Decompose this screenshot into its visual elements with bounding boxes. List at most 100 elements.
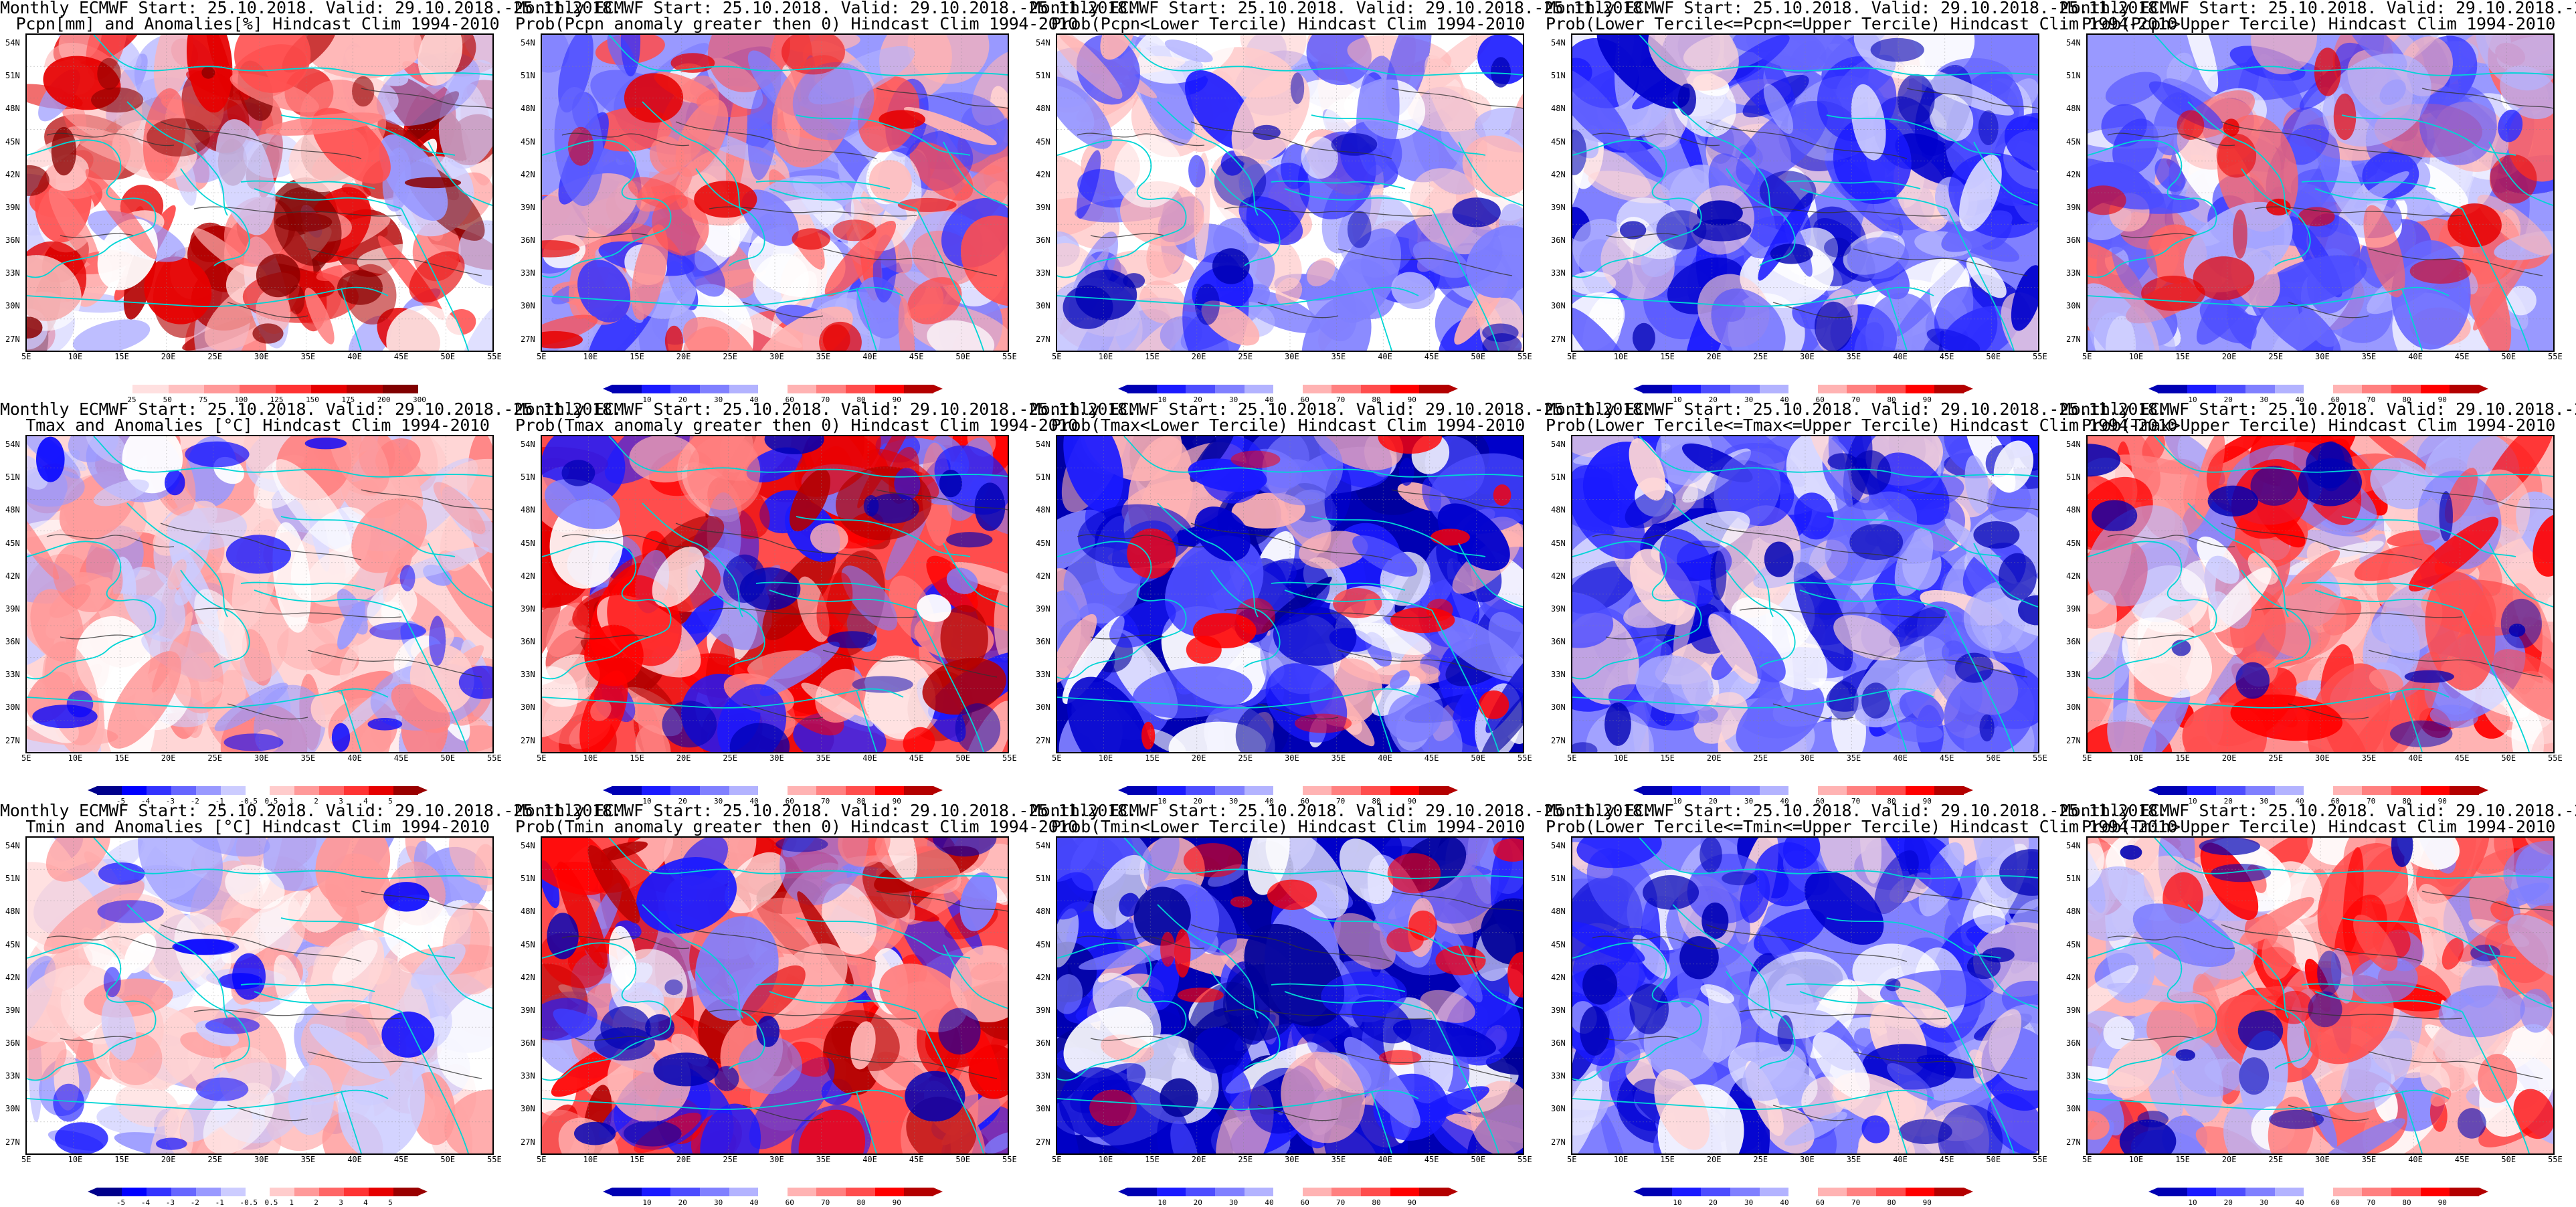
colorbar-swatch <box>1701 1188 1731 1196</box>
colorbar-label: 100 <box>234 395 248 404</box>
lon-tick-label: 55E <box>2033 352 2047 361</box>
lon-tick-label: 5E <box>1052 753 1062 763</box>
colorbar-swatch <box>1156 385 1187 393</box>
colorbar-right-arrow <box>2479 1188 2488 1196</box>
lon-tick-label: 15E <box>1660 352 1675 361</box>
colorbar-swatch <box>1671 385 1702 393</box>
colorbar-label: 30 <box>1744 1198 1754 1207</box>
lat-tick-label: 36N <box>2066 236 2081 245</box>
panel-title: Monthly ECMWF Start: 25.10.2018. Valid: … <box>0 0 622 32</box>
colorbar-label: 80 <box>1887 395 1896 404</box>
panel-title: Monthly ECMWF Start: 25.10.2018. Valid: … <box>2061 401 2576 434</box>
lon-tick-label: 20E <box>1191 1155 1206 1164</box>
lon-tick-label: 25E <box>723 352 738 361</box>
colorbar-label: 175 <box>341 395 355 404</box>
lat-tick-label: 39N <box>2066 1005 2081 1015</box>
map-field <box>1572 436 2038 752</box>
colorbar-swatch <box>816 786 847 795</box>
lon-tick-label: 5E <box>1052 1155 1062 1164</box>
colorbar <box>1643 1188 1964 1196</box>
colorbar-swatch <box>1817 385 1848 393</box>
colorbar-swatch <box>121 786 147 795</box>
colorbar-swatch <box>2420 1188 2451 1196</box>
panel-title-line1: Monthly ECMWF Start: 25.10.2018. Valid: … <box>2061 399 2576 419</box>
lon-tick-label: 55E <box>1002 352 1017 361</box>
forecast-map <box>25 435 494 753</box>
lat-tick-label: 33N <box>521 670 535 680</box>
lon-tick-label: 25E <box>1753 753 1768 763</box>
colorbar-right-arrow <box>1449 786 1458 794</box>
lon-tick-label: 30E <box>254 1155 269 1164</box>
lat-tick-label: 45N <box>521 939 535 949</box>
forecast-map <box>541 836 1009 1155</box>
panel-title: Monthly ECMWF Start: 25.10.2018. Valid: … <box>1546 802 2177 835</box>
lat-tick-label: 30N <box>2066 703 2081 713</box>
map-field <box>542 35 1008 351</box>
lat-tick-label: 51N <box>2066 472 2081 482</box>
lon-tick-label: 25E <box>207 1155 223 1164</box>
lat-tick-label: 27N <box>2066 735 2081 745</box>
panel-title-line2: Prob(Pcpn<Lower Tercile) Hindcast Clim 1… <box>1050 14 1526 33</box>
lat-tick-label: 42N <box>5 571 20 581</box>
colorbar-swatch <box>2245 786 2276 795</box>
colorbar-swatch <box>344 1188 370 1196</box>
panel-title-line2: Tmin and Anomalies [°C] Hindcast Clim 19… <box>25 817 490 836</box>
lat-tick-label: 51N <box>521 874 535 884</box>
colorbar-label: -3 <box>165 1198 175 1207</box>
colorbar-label: 60 <box>1300 395 1309 404</box>
colorbar-swatch <box>1643 1188 1673 1196</box>
lat-tick-label: 48N <box>2066 104 2081 114</box>
panel-title: Monthly ECMWF Start: 25.10.2018. Valid: … <box>1030 0 1653 33</box>
colorbar-label: -2 <box>190 797 199 806</box>
lat-tick-label: 39N <box>521 604 535 614</box>
lat-tick-label: 27N <box>521 735 535 745</box>
lat-tick-label: 39N <box>2066 604 2081 614</box>
colorbar-swatch <box>220 786 246 795</box>
lon-tick-label: 15E <box>114 1155 129 1164</box>
lon-tick-label: 25E <box>1238 352 1253 361</box>
lat-tick-label: 30N <box>1036 703 1050 713</box>
colorbar-swatch <box>294 786 320 795</box>
lon-tick-label: 55E <box>1002 753 1017 763</box>
lon-tick-label: 55E <box>2548 753 2563 763</box>
lon-tick-label: 55E <box>487 352 502 361</box>
lon-tick-label: 45E <box>1939 753 1954 763</box>
lon-tick-label: 35E <box>1846 352 1861 361</box>
colorbar-swatch <box>2420 786 2451 795</box>
colorbar-label: 70 <box>2367 797 2376 806</box>
colorbar-label: 0.5 <box>264 797 278 806</box>
lat-tick-label: 51N <box>1036 472 1050 482</box>
colorbar-label: 90 <box>1922 395 1932 404</box>
colorbar <box>612 385 934 393</box>
lon-tick-label: 30E <box>2315 1155 2330 1164</box>
colorbar-swatch <box>1331 786 1362 795</box>
lon-tick-label: 10E <box>2128 1155 2144 1164</box>
colorbar-label: 10 <box>2188 797 2197 806</box>
colorbar-swatch <box>1127 786 1158 795</box>
lon-tick-label: 10E <box>1613 753 1629 763</box>
lat-tick-label: 33N <box>1036 670 1050 680</box>
lon-tick-label: 10E <box>2128 753 2144 763</box>
colorbar-swatch <box>382 385 419 393</box>
colorbar-swatch <box>1419 385 1449 393</box>
lat-tick-label: 27N <box>521 334 535 344</box>
colorbar-swatch <box>1361 1188 1391 1196</box>
colorbar-label: 40 <box>1780 395 1789 404</box>
colorbar-label: 40 <box>1265 395 1274 404</box>
colorbar-swatch <box>875 786 905 795</box>
lat-tick-label: 39N <box>1036 202 1050 212</box>
colorbar-label: 40 <box>1780 797 1789 806</box>
lat-tick-label: 42N <box>2066 972 2081 982</box>
colorbar-swatch <box>97 786 122 795</box>
lon-tick-label: 40E <box>2408 352 2423 361</box>
colorbar <box>1643 385 1964 393</box>
colorbar-swatch <box>641 786 672 795</box>
lat-tick-label: 48N <box>521 907 535 917</box>
colorbar-label: 70 <box>821 797 830 806</box>
colorbar-swatch <box>904 786 934 795</box>
lat-tick-label: 45N <box>521 538 535 548</box>
lat-tick-label: 30N <box>1551 1104 1566 1114</box>
colorbar-label: -2 <box>190 1198 199 1207</box>
colorbar-swatch <box>1244 786 1275 795</box>
colorbar-swatch <box>2450 786 2480 795</box>
